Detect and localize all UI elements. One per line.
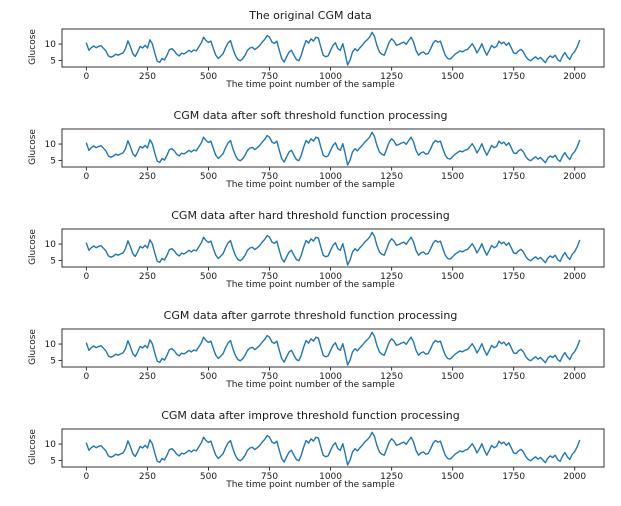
y-tick-label: 10 — [45, 240, 57, 250]
x-tick-label: 250 — [139, 272, 156, 282]
axes-spines — [61, 128, 605, 168]
x-tick-label: 750 — [261, 172, 278, 182]
x-tick-label: 1000 — [319, 72, 342, 82]
subplot-title: CGM data after hard threshold function p… — [171, 209, 450, 222]
x-axis-label: The time point number of the sample — [226, 480, 395, 490]
subplot-title: CGM data after garrote threshold functio… — [163, 309, 458, 322]
x-tick-label: 1500 — [441, 372, 464, 382]
cgm-data-line — [85, 331, 581, 366]
x-tick-label: 500 — [200, 72, 217, 82]
x-tick-label: 500 — [200, 272, 217, 282]
y-tick-label: 5 — [50, 456, 56, 466]
plot-area: 0 250 500 750 1000 1250 1500 1750 2000 5 10 — [45, 228, 605, 282]
y-axis-label: Glucose — [28, 329, 38, 365]
x-tick-label: 2000 — [563, 172, 586, 182]
subplot-original: The original CGM data Glucose 0 250 500 750… — [0, 4, 621, 104]
x-axis-label: The time point number of the sample — [226, 280, 395, 290]
x-tick-label: 500 — [200, 472, 217, 482]
x-tick-label: 1750 — [502, 72, 525, 82]
subplot-improve-threshold: CGM data after improve threshold functio… — [0, 404, 621, 504]
subplot-title: CGM data after improve threshold functio… — [161, 409, 460, 422]
x-tick-label: 1250 — [380, 472, 403, 482]
x-tick-label: 500 — [200, 172, 217, 182]
x-tick-label: 250 — [139, 472, 156, 482]
x-tick-label: 0 — [84, 372, 90, 382]
subplot-hard-threshold: CGM data after hard threshold function p… — [0, 204, 621, 304]
x-tick-label: 1000 — [319, 272, 342, 282]
axes-spines — [61, 328, 605, 368]
subplot-soft-threshold: CGM data after soft threshold function p… — [0, 104, 621, 204]
y-tick-label: 5 — [50, 356, 56, 366]
x-tick-label: 1500 — [441, 472, 464, 482]
subplot-title: CGM data after soft threshold function p… — [173, 109, 448, 122]
x-tick-label: 750 — [261, 72, 278, 82]
x-axis-label: The time point number of the sample — [226, 380, 395, 390]
y-tick-label: 10 — [45, 440, 57, 450]
cgm-data-line — [85, 131, 581, 166]
x-tick-label: 0 — [84, 72, 90, 82]
x-tick-label: 0 — [84, 172, 90, 182]
x-tick-label: 1500 — [441, 272, 464, 282]
x-tick-label: 250 — [139, 372, 156, 382]
y-tick-label: 10 — [45, 140, 57, 150]
x-tick-label: 1750 — [502, 272, 525, 282]
x-tick-label: 1500 — [441, 172, 464, 182]
x-tick-label: 750 — [261, 372, 278, 382]
y-tick-label: 5 — [50, 156, 56, 166]
x-tick-label: 1000 — [319, 472, 342, 482]
x-tick-label: 1000 — [319, 172, 342, 182]
plot-area: 0 250 500 750 1000 1250 1500 1750 2000 5 10 — [45, 28, 605, 82]
x-tick-label: 1250 — [380, 372, 403, 382]
x-tick-label: 1000 — [319, 372, 342, 382]
x-tick-label: 0 — [84, 272, 90, 282]
y-axis-label: Glucose — [28, 129, 38, 165]
y-tick-label: 5 — [50, 256, 56, 266]
x-tick-label: 2000 — [563, 472, 586, 482]
axes-spines — [61, 28, 605, 68]
x-tick-label: 2000 — [563, 372, 586, 382]
cgm-data-line — [85, 31, 581, 66]
cgm-data-line — [85, 231, 581, 266]
x-tick-label: 0 — [84, 472, 90, 482]
y-tick-label: 10 — [45, 40, 57, 50]
y-tick-label: 10 — [45, 340, 57, 350]
x-tick-label: 250 — [139, 72, 156, 82]
x-tick-label: 500 — [200, 372, 217, 382]
x-tick-label: 1250 — [380, 272, 403, 282]
plot-area: 0 250 500 750 1000 1250 1500 1750 2000 5 10 — [45, 428, 605, 482]
x-tick-label: 250 — [139, 172, 156, 182]
y-axis-label: Glucose — [28, 429, 38, 465]
x-axis-label: The time point number of the sample — [226, 180, 395, 190]
cgm-data-line — [85, 431, 581, 466]
x-tick-label: 2000 — [563, 272, 586, 282]
plot-area: 0 250 500 750 1000 1250 1500 1750 2000 5 10 — [45, 328, 605, 382]
x-tick-label: 1250 — [380, 172, 403, 182]
x-tick-label: 1250 — [380, 72, 403, 82]
x-tick-label: 1750 — [502, 372, 525, 382]
y-axis-label: Glucose — [28, 29, 38, 65]
subplot-garrote-threshold: CGM data after garrote threshold functio… — [0, 304, 621, 404]
y-axis-label: Glucose — [28, 229, 38, 265]
x-tick-label: 750 — [261, 272, 278, 282]
plot-area: 0 250 500 750 1000 1250 1500 1750 2000 5 10 — [45, 128, 605, 182]
x-tick-label: 2000 — [563, 72, 586, 82]
y-tick-label: 5 — [50, 56, 56, 66]
axes-spines — [61, 428, 605, 468]
x-tick-label: 1750 — [502, 172, 525, 182]
x-axis-label: The time point number of the sample — [226, 80, 395, 90]
x-tick-label: 750 — [261, 472, 278, 482]
x-tick-label: 1500 — [441, 72, 464, 82]
x-tick-label: 1750 — [502, 472, 525, 482]
subplot-title: The original CGM data — [249, 9, 372, 22]
axes-spines — [61, 228, 605, 268]
